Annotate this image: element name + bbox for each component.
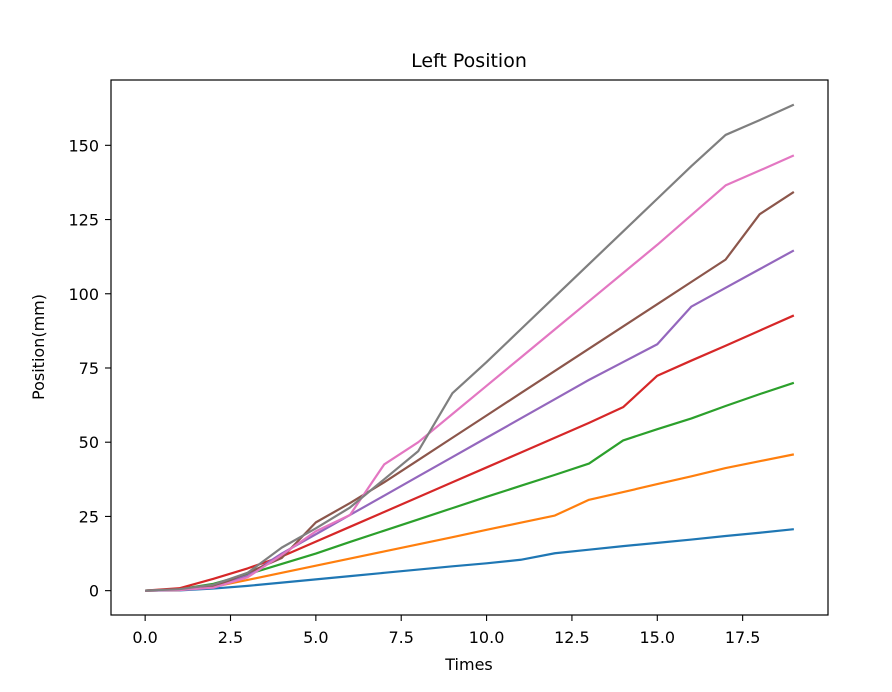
- x-tick-label: 0.0: [132, 628, 157, 647]
- series-line-6: [145, 191, 795, 592]
- x-tick-label: 7.5: [388, 628, 413, 647]
- series-line-1: [145, 528, 794, 592]
- y-tick-label: 50: [79, 433, 99, 452]
- y-tick-label: 0: [89, 582, 99, 601]
- series-line-2: [145, 453, 795, 592]
- axes-frame: [110, 79, 829, 616]
- series-line-5: [145, 249, 795, 592]
- x-tick-label: 2.5: [218, 628, 243, 647]
- y-axis-ticks: 0 25 50 75 100 125 150: [68, 136, 111, 601]
- x-tick-label: 17.5: [725, 628, 761, 647]
- y-tick-label: 150: [68, 136, 99, 155]
- y-tick-label: 75: [79, 359, 99, 378]
- x-tick-label: 15.0: [639, 628, 675, 647]
- series-line-4: [145, 314, 795, 592]
- x-axis-label: Times: [444, 655, 493, 674]
- series-line-7: [145, 154, 795, 592]
- y-tick-label: 25: [79, 507, 99, 526]
- chart-title: Left Position: [411, 50, 527, 72]
- y-axis-label: Position(mm): [29, 294, 48, 400]
- x-axis-ticks: 0.0 2.5 5.0 7.5 10.0 12.5 15.0 17.5: [132, 615, 760, 647]
- x-tick-label: 5.0: [303, 628, 328, 647]
- series-line-8: [145, 103, 795, 592]
- x-tick-label: 10.0: [469, 628, 505, 647]
- x-tick-label: 12.5: [554, 628, 590, 647]
- y-tick-label: 100: [68, 285, 99, 304]
- y-tick-label: 125: [68, 211, 99, 230]
- plot-lines: [145, 103, 795, 592]
